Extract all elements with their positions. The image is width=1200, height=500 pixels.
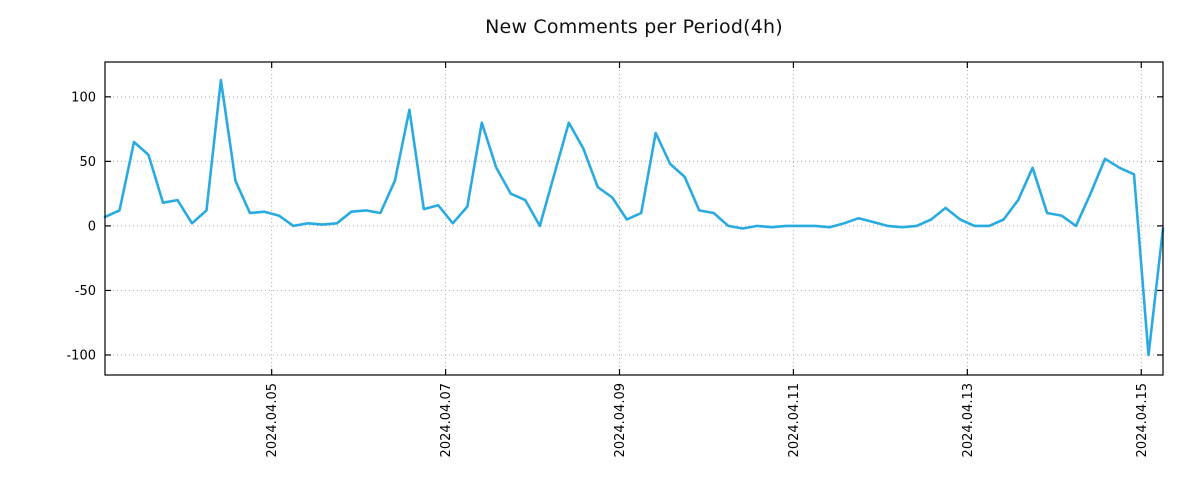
- series-line-new-comments: [103, 78, 1165, 357]
- grid-lines: [105, 62, 1163, 375]
- axis-ticks: [105, 62, 1163, 375]
- x-tick-label: 2024.04.13: [961, 383, 976, 457]
- y-tick-label: 50: [79, 155, 96, 170]
- series-group: [103, 78, 1165, 357]
- x-tick-label: 2024.04.05: [265, 383, 280, 457]
- x-tick-label: 2024.04.09: [613, 383, 628, 457]
- x-tick-label: 2024.04.15: [1135, 383, 1150, 457]
- x-tick-label: 2024.04.07: [439, 383, 454, 457]
- y-tick-label: 100: [71, 90, 96, 105]
- plot-border: [104, 61, 1164, 376]
- x-tick-label: 2024.04.11: [787, 383, 802, 457]
- y-tick-label: 0: [88, 219, 96, 234]
- y-tick-label: -50: [75, 284, 96, 299]
- chart-title: New Comments per Period(4h): [485, 16, 783, 38]
- axis-labels: 2024.04.05 2024.04.07 2024.04.09 2024.04.11…: [66, 90, 1149, 457]
- y-tick-label: -100: [66, 348, 96, 363]
